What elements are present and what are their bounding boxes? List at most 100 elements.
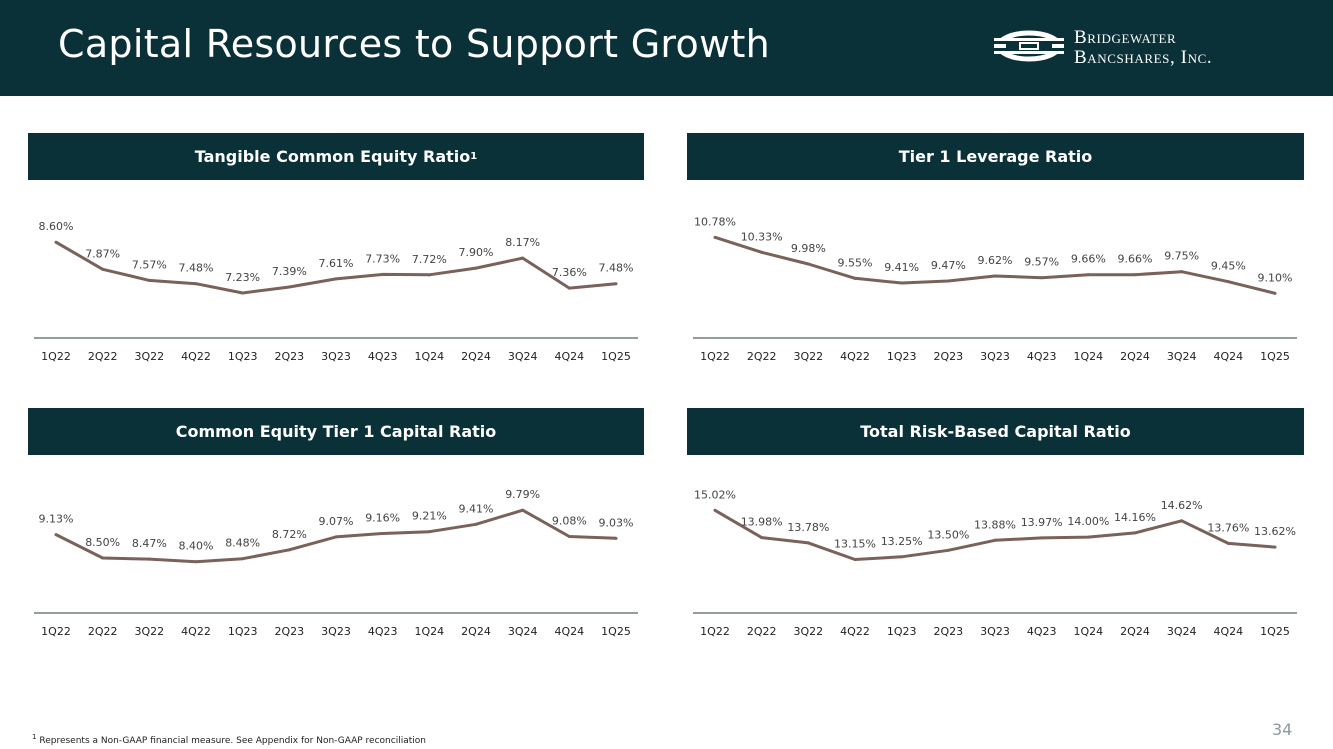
- data-label: 9.03%: [599, 516, 634, 529]
- data-point: [713, 508, 717, 512]
- x-tick-label: 3Q22: [135, 350, 165, 363]
- data-label: 13.15%: [834, 537, 876, 550]
- data-point: [760, 536, 764, 540]
- x-tick-label: 4Q23: [368, 625, 398, 638]
- data-point: [241, 557, 245, 561]
- data-label: 15.02%: [694, 488, 736, 501]
- x-tick-label: 1Q23: [887, 350, 917, 363]
- x-tick-label: 3Q22: [794, 350, 824, 363]
- x-tick-label: 4Q24: [555, 625, 585, 638]
- data-label: 9.21%: [412, 510, 447, 523]
- x-tick-label: 4Q23: [1027, 625, 1057, 638]
- x-tick-label: 1Q25: [601, 350, 631, 363]
- logo-mark-icon: [994, 30, 1064, 62]
- data-label: 8.47%: [132, 537, 167, 550]
- x-tick-label: 2Q24: [1120, 625, 1150, 638]
- data-point: [54, 533, 58, 537]
- x-tick-label: 1Q23: [228, 625, 258, 638]
- data-point: [334, 535, 338, 539]
- x-tick-label: 3Q23: [980, 350, 1010, 363]
- x-tick-label: 3Q23: [321, 350, 351, 363]
- data-point: [1180, 519, 1184, 523]
- x-tick-label: 2Q23: [934, 625, 964, 638]
- panel-title-text: Tangible Common Equity Ratio: [194, 147, 471, 166]
- data-point: [1273, 291, 1277, 295]
- footnote-marker: 1: [32, 733, 37, 741]
- data-point: [194, 282, 198, 286]
- chart-cet1: 9.13% 1Q22 8.50% 2Q22 8.47% 3Q22 8.40% 4Q22 8.48…: [34, 488, 638, 638]
- data-label: 9.16%: [365, 512, 400, 525]
- data-point: [147, 278, 151, 282]
- x-tick-label: 4Q24: [1214, 350, 1244, 363]
- x-tick-label: 4Q22: [840, 625, 870, 638]
- data-point: [614, 282, 618, 286]
- panel-title-tce: Tangible Common Equity Ratio 1: [28, 133, 644, 180]
- data-point: [760, 250, 764, 254]
- x-tick-label: 3Q22: [794, 625, 824, 638]
- data-point: [946, 279, 950, 283]
- panel-title-text: Total Risk-Based Capital Ratio: [860, 422, 1131, 441]
- x-tick-label: 2Q22: [747, 350, 777, 363]
- data-point: [521, 256, 525, 260]
- data-label: 9.41%: [459, 502, 494, 515]
- data-label: 7.36%: [552, 266, 587, 279]
- x-tick-label: 4Q22: [181, 625, 211, 638]
- data-point: [993, 274, 997, 278]
- x-tick-label: 2Q23: [275, 625, 305, 638]
- data-point: [567, 534, 571, 538]
- x-tick-label: 4Q22: [181, 350, 211, 363]
- x-tick-label: 1Q24: [415, 350, 445, 363]
- x-tick-label: 2Q22: [88, 625, 118, 638]
- data-label: 7.23%: [225, 271, 260, 284]
- data-label: 7.39%: [272, 265, 307, 278]
- data-label: 10.78%: [694, 215, 736, 228]
- x-tick-label: 3Q24: [508, 350, 538, 363]
- x-tick-label: 3Q24: [508, 625, 538, 638]
- x-tick-label: 3Q23: [980, 625, 1010, 638]
- data-point: [287, 548, 291, 552]
- data-label: 9.45%: [1211, 260, 1246, 273]
- data-point: [101, 267, 105, 271]
- data-point: [287, 285, 291, 289]
- x-tick-label: 3Q23: [321, 625, 351, 638]
- data-label: 9.55%: [838, 256, 873, 269]
- x-tick-label: 1Q22: [41, 350, 71, 363]
- x-tick-label: 4Q23: [1027, 350, 1057, 363]
- data-point: [54, 240, 58, 244]
- panel-title-total-risk: Total Risk-Based Capital Ratio: [687, 408, 1304, 455]
- data-point: [806, 541, 810, 545]
- footnote-text: Represents a Non-GAAP financial measure.…: [39, 736, 426, 746]
- x-tick-label: 4Q22: [840, 350, 870, 363]
- logo-text: Bridgewater Bancshares, Inc.: [1074, 28, 1212, 68]
- data-point: [381, 532, 385, 536]
- header-bar: Capital Resources to Support Growth Brid…: [0, 0, 1333, 96]
- x-tick-label: 2Q23: [934, 350, 964, 363]
- chart-tier1-leverage: 10.78% 1Q22 10.33% 2Q22 9.98% 3Q22 9.55% 4Q22 9.…: [693, 215, 1297, 363]
- x-tick-label: 1Q24: [1074, 350, 1104, 363]
- data-point: [1133, 531, 1137, 535]
- data-point: [521, 508, 525, 512]
- data-label: 9.57%: [1024, 256, 1059, 269]
- data-point: [427, 273, 431, 277]
- data-point: [427, 530, 431, 534]
- page-number: 34: [1272, 720, 1293, 739]
- x-tick-label: 4Q24: [555, 350, 585, 363]
- data-point: [806, 262, 810, 266]
- data-label: 9.41%: [884, 261, 919, 274]
- data-label: 9.07%: [319, 515, 354, 528]
- data-point: [1086, 273, 1090, 277]
- data-point: [147, 557, 151, 561]
- data-label: 9.08%: [552, 514, 587, 527]
- x-tick-label: 1Q22: [41, 625, 71, 638]
- logo-line-2: Bancshares, Inc.: [1074, 47, 1213, 68]
- panel-title-superscript: 1: [470, 151, 478, 162]
- data-label: 9.10%: [1258, 271, 1293, 284]
- x-tick-label: 1Q25: [1260, 625, 1290, 638]
- data-label: 14.62%: [1161, 499, 1203, 512]
- data-label: 9.13%: [39, 513, 74, 526]
- x-tick-label: 2Q23: [275, 350, 305, 363]
- data-label: 7.73%: [365, 252, 400, 265]
- data-label: 13.97%: [1021, 516, 1063, 529]
- data-label: 8.40%: [179, 540, 214, 553]
- data-label: 13.78%: [787, 521, 829, 534]
